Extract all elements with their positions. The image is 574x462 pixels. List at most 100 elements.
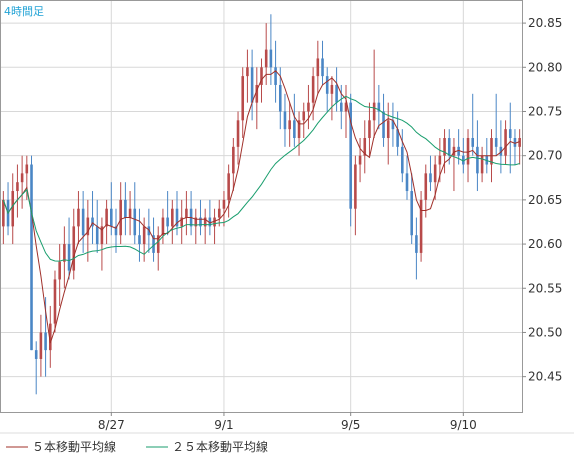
- x-tick-label: 9/1: [214, 418, 233, 432]
- candle-body: [194, 217, 198, 227]
- ma-line-short: [2, 70, 520, 344]
- candle-body: [354, 164, 357, 209]
- candle-body: [227, 173, 230, 200]
- candle-body: [246, 67, 249, 77]
- candle-body: [91, 217, 94, 227]
- candle-body: [77, 208, 80, 227]
- x-axis: 8/27 9/1 9/5 9/10: [98, 412, 477, 432]
- candle-body: [119, 199, 122, 236]
- candle-body: [185, 208, 188, 218]
- candle-body: [513, 138, 517, 147]
- candle-body: [490, 138, 493, 165]
- candle-body: [377, 102, 381, 112]
- candle-body: [124, 199, 127, 218]
- candle-body: [156, 235, 160, 253]
- candle-body: [419, 199, 423, 253]
- candle-body: [100, 226, 104, 245]
- candle-body: [330, 84, 334, 94]
- candle-body: [30, 164, 33, 351]
- candle-body: [86, 217, 90, 236]
- candle-body: [110, 208, 113, 227]
- candle-body: [264, 49, 268, 68]
- candle-body: [316, 58, 320, 77]
- candle-body: [72, 226, 76, 271]
- candle-body: [255, 84, 259, 103]
- moving-average-lines: [2, 70, 520, 344]
- candle-body: [20, 173, 24, 183]
- candle-body: [142, 226, 146, 245]
- candle-body: [95, 226, 99, 245]
- candle-body: [283, 111, 287, 130]
- x-tick-label: 9/10: [450, 418, 477, 432]
- candle-body: [16, 182, 19, 192]
- candle-body: [508, 129, 512, 138]
- candle-body: [236, 120, 240, 147]
- candle-body: [166, 217, 169, 227]
- candle-body: [278, 84, 282, 112]
- candle-body: [203, 217, 207, 227]
- candle-body: [152, 235, 155, 253]
- candle-body: [504, 129, 507, 156]
- ma-line-long: [2, 95, 520, 262]
- y-tick-label: 20.75: [528, 104, 562, 118]
- candle-body: [438, 155, 442, 165]
- candle-body: [81, 208, 85, 236]
- candle-body: [63, 244, 66, 262]
- period-label: 4時間足: [4, 5, 44, 18]
- candle-body: [302, 111, 306, 121]
- candle-body: [396, 129, 399, 147]
- candle-body: [325, 76, 329, 94]
- candle-body: [358, 155, 362, 165]
- candle-body: [349, 102, 352, 209]
- legend-label: ２５本移動平均線: [172, 439, 268, 454]
- candle-body: [260, 67, 263, 85]
- candle-body: [222, 199, 226, 209]
- candle-body: [335, 84, 338, 103]
- candle-body: [250, 67, 254, 103]
- candle-series: [2, 14, 521, 395]
- candle-body: [344, 102, 348, 112]
- candle-body: [241, 76, 245, 121]
- candle-body: [429, 173, 432, 183]
- candle-body: [133, 208, 137, 236]
- candle-body: [175, 208, 179, 227]
- x-tick-label: 8/27: [98, 418, 125, 432]
- candle-body: [494, 138, 498, 147]
- candle-body: [53, 279, 57, 324]
- candle-body: [447, 138, 451, 156]
- x-tick-label: 9/5: [341, 418, 360, 432]
- candle-body: [161, 217, 165, 236]
- candle-body: [462, 155, 465, 165]
- y-tick-label: 20.65: [528, 193, 562, 207]
- candle-body: [311, 76, 315, 103]
- y-tick-label: 20.85: [528, 16, 562, 30]
- candle-body: [363, 138, 367, 156]
- candle-body: [457, 146, 460, 156]
- candle-body: [105, 208, 108, 227]
- candle-body: [213, 217, 216, 227]
- candle-body: [307, 102, 310, 112]
- candle-body: [48, 323, 52, 351]
- candle-body: [415, 235, 418, 253]
- y-tick-label: 20.45: [528, 370, 562, 384]
- candle-body: [368, 120, 371, 138]
- candle-body: [401, 146, 404, 174]
- candle-body: [443, 138, 446, 156]
- candle-body: [11, 191, 15, 227]
- candle-body: [321, 58, 324, 77]
- candle-body: [410, 191, 413, 236]
- candle-body: [288, 120, 291, 130]
- candle-body: [180, 217, 183, 227]
- candle-body: [58, 261, 61, 280]
- candle-body: [499, 146, 503, 156]
- candle-body: [405, 173, 409, 192]
- candle-body: [34, 350, 38, 359]
- y-tick-label: 20.80: [528, 60, 562, 74]
- candle-body: [480, 155, 484, 174]
- candle-body: [471, 138, 475, 147]
- candle-body: [269, 49, 273, 68]
- candle-body: [199, 217, 202, 227]
- candle-body: [274, 67, 277, 85]
- candle-body: [67, 244, 71, 271]
